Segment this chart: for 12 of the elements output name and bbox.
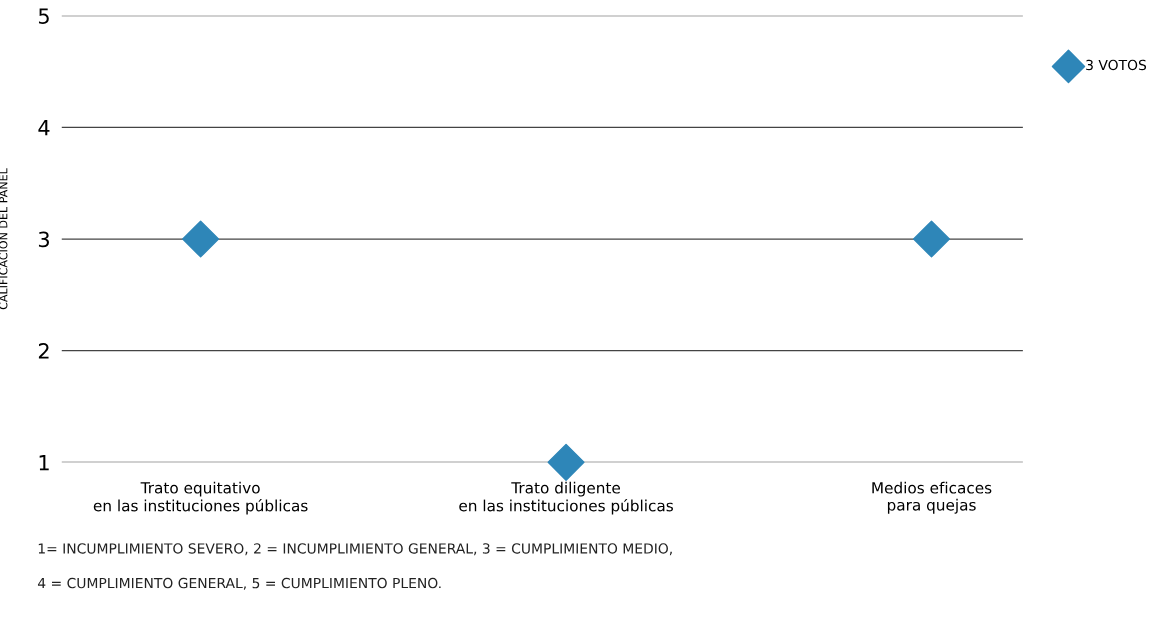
- x-tick-label: Trato diligente en las instituciones públicas: [459, 481, 673, 515]
- text: 4 = CUMPLIMIENTO GENERAL, 5 = CUMPLIMIENTO PLENO.: [37, 577, 441, 590]
- y-tick-label: 4: [38, 120, 50, 136]
- x-tick-label: Trato equitativo en las instituciones públicas: [93, 481, 308, 515]
- y-axis-title: CALIFICACION DEL PANEL: [0, 168, 8, 310]
- y-tick-label: 5: [38, 8, 49, 24]
- x-tick-label: Medios eficaces para quejas: [872, 481, 992, 514]
- y-tick-label: 2: [38, 343, 49, 359]
- legend-label: 3 VOTOS: [1086, 59, 1147, 71]
- text: 1= INCUMPLIMIENTO SEVERO, 2 = INCUMPLIMIENTO GENERAL, 3 = CUMPLIMIENTO MEDIO,: [38, 543, 672, 556]
- y-tick-label: 1: [39, 455, 49, 471]
- y-tick-label: 3: [38, 231, 49, 248]
